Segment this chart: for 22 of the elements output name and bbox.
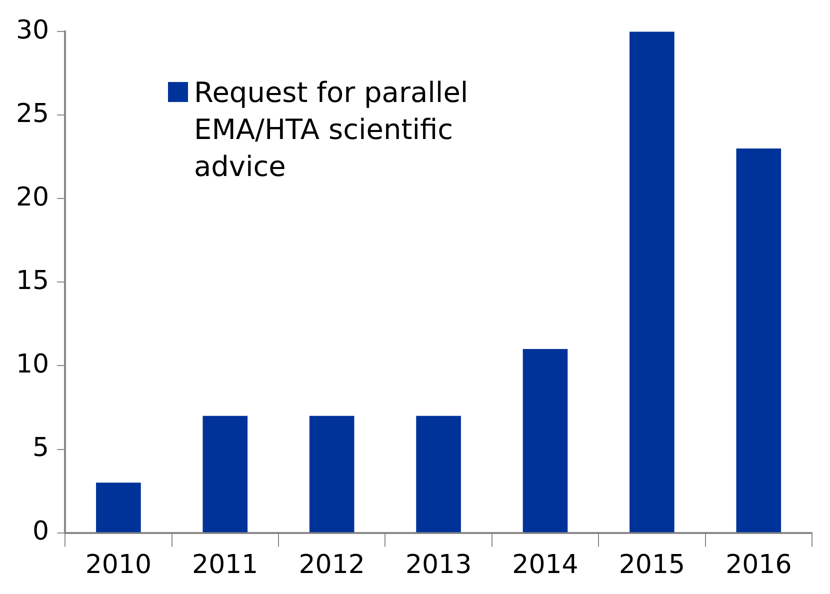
y-tick-label: 0 [32,516,50,547]
bar [416,416,461,532]
x-tick-label: 2016 [726,550,792,580]
y-tick-label: 30 [16,15,50,46]
y-tick-label: 20 [16,182,50,212]
legend-label: Request for parallel EMA/HTA scientific advice [194,75,470,185]
x-tick-label: 2012 [298,550,365,580]
x-tick-label: 2015 [618,550,686,580]
bar [630,32,674,532]
bar [202,416,248,532]
x-tick-label: 2011 [192,550,258,580]
x-tick-label: 2014 [512,550,578,580]
bar [96,482,141,532]
bar [736,148,782,532]
y-tick-label: 25 [16,98,50,129]
x-tick-label: 2010 [85,550,152,580]
y-tick-label: 10 [16,349,50,380]
bar [309,416,354,532]
x-tick-label: 2013 [405,550,472,580]
y-tick-label: 15 [16,266,50,296]
bar [522,349,568,532]
y-tick-label: 5 [32,433,50,464]
